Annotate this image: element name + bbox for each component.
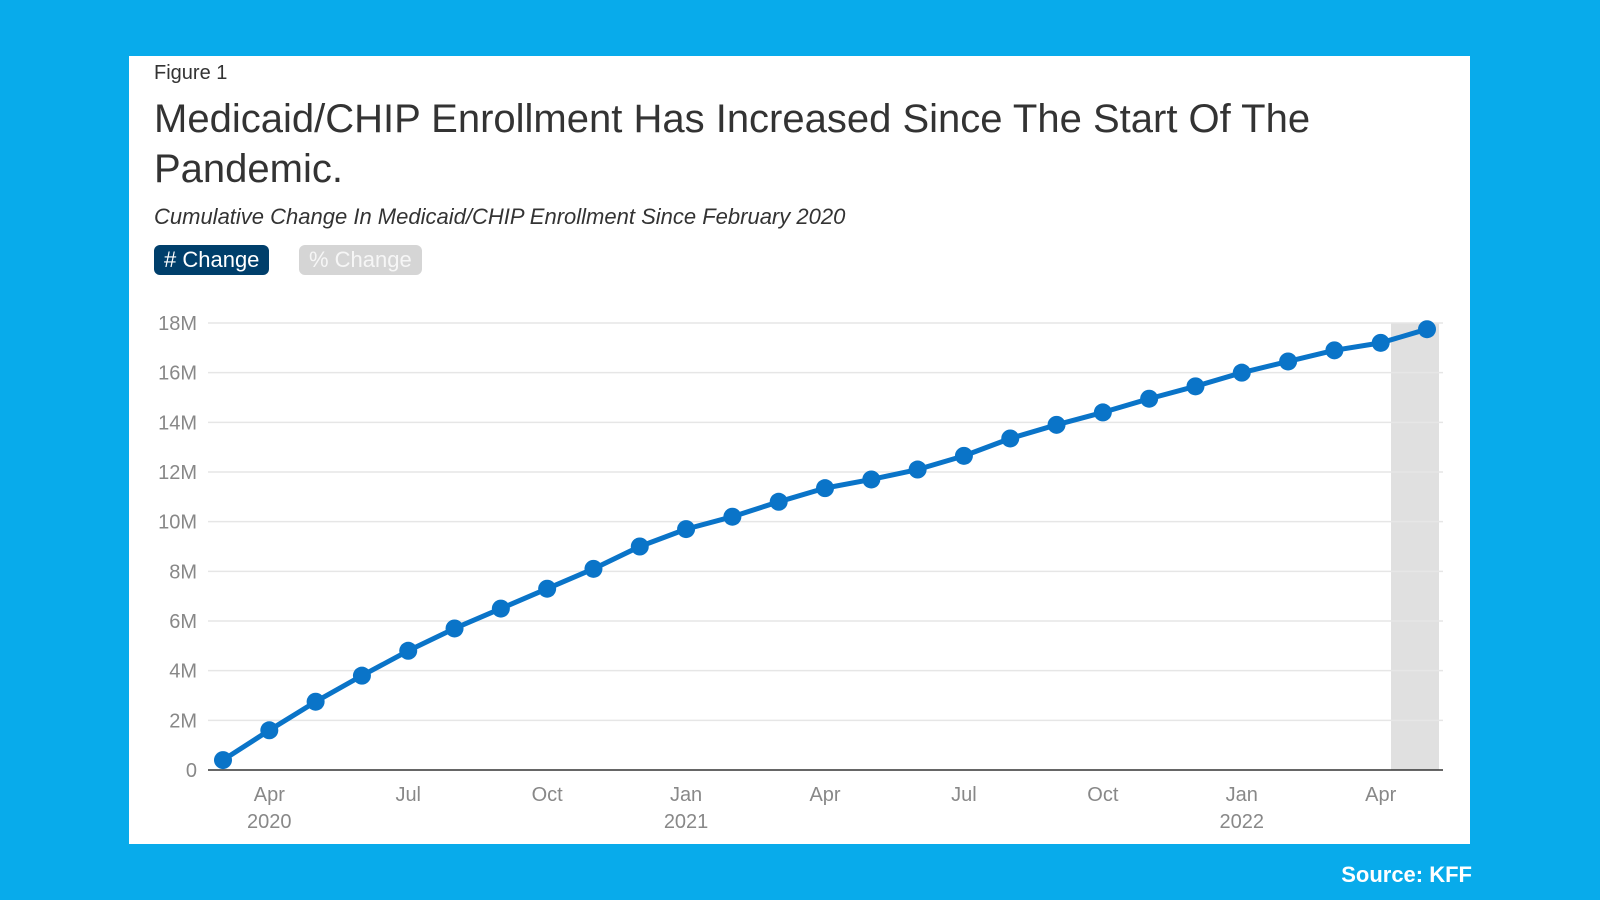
data-point [1140,389,1159,408]
x-tick-label: Jul [951,784,977,806]
data-point [769,492,788,511]
source-credit: Source: KFF [1341,862,1472,887]
percent-change-toggle[interactable]: % Change [299,245,422,275]
data-point [584,559,603,578]
x-tick-label: Jul [395,784,421,806]
data-point [491,599,510,618]
y-tick-label: 4M [169,661,197,683]
data-point [1186,377,1205,396]
data-point [1418,320,1436,339]
data-point [862,470,881,489]
data-point [214,751,232,770]
y-tick-label: 18M [158,313,197,335]
data-point [630,537,649,556]
x-tick-year-label: 2020 [247,811,292,833]
chart-title: Medicaid/CHIP Enrollment Has Increased S… [154,97,1311,191]
data-point [352,666,371,685]
figure-card: Figure 1 Medicaid/CHIP Enrollment Has In… [129,56,1470,844]
number-change-toggle[interactable]: # Change [154,245,270,275]
y-tick-label: 16M [158,363,197,385]
data-point [1047,415,1066,434]
y-tick-label: 2M [169,710,197,732]
x-tick-label: Apr [254,784,285,806]
data-point [1325,341,1344,360]
data-point [1001,429,1020,448]
x-tick-year-label: 2021 [664,811,709,833]
x-tick-year-label: 2022 [1220,811,1265,833]
x-tick-label: Jan [670,784,702,806]
data-point [1093,403,1112,422]
data-point [445,619,464,638]
x-tick-label: Oct [1087,784,1119,806]
data-point [1279,352,1298,371]
x-tick-label: Jan [1226,784,1258,806]
data-point [954,446,973,465]
chart-subtitle: Cumulative Change In Medicaid/CHIP Enrol… [154,204,846,229]
y-tick-label: 12M [158,462,197,484]
series-line [221,326,1428,763]
x-tick-label: Apr [1365,784,1396,806]
data-point [816,479,834,498]
data-point [908,460,927,479]
data-point [399,641,418,660]
data-point [1232,363,1251,382]
y-tick-label: 14M [158,412,197,434]
y-tick-label: 10M [158,512,197,534]
figure-label: Figure 1 [154,62,228,84]
y-tick-label: 8M [169,561,197,583]
data-point [306,692,325,711]
x-tick-label: Apr [809,784,840,806]
x-tick-label: Oct [532,784,564,806]
data-point [677,520,696,539]
data-point [723,507,742,526]
y-tick-label: 0 [186,760,197,782]
highlight-band [1391,323,1439,770]
data-point [1371,333,1390,352]
data-point [260,721,279,740]
data-point [538,579,557,598]
y-tick-label: 6M [169,611,197,633]
